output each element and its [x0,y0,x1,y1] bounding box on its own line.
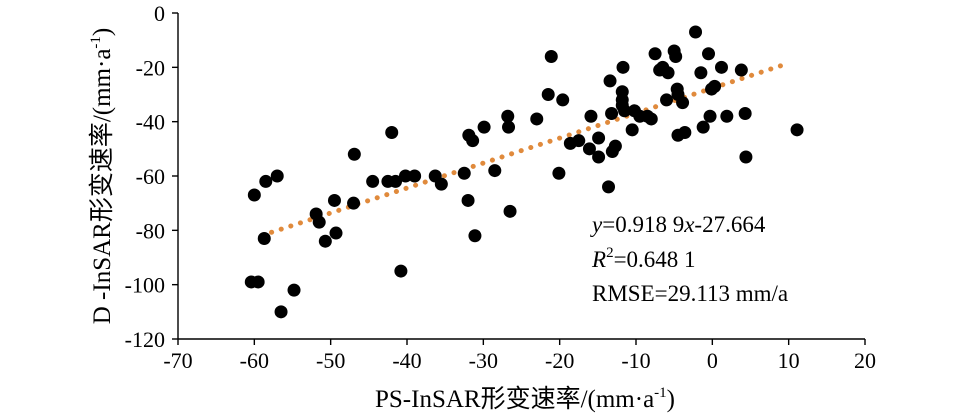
data-point [501,109,515,123]
rmse-label: RMSE=29.113 mm/a [592,281,788,306]
data-point [461,193,475,207]
data-point [608,139,622,153]
data-point [488,164,502,178]
data-points [244,25,804,319]
data-point [739,150,753,164]
data-point [660,93,674,107]
data-point [720,109,734,123]
data-point [592,150,606,164]
x-tick-label: -60 [240,348,269,373]
data-point [457,166,471,180]
data-point [477,120,491,134]
data-point [318,234,332,248]
data-point [678,126,692,140]
data-point [327,193,341,207]
data-point [790,123,804,137]
data-point [702,47,716,61]
x-tick-label: -10 [621,348,650,373]
data-point [398,169,412,183]
data-point [366,174,380,188]
regression-equation: y=0.918 9x-27.664 [590,212,766,237]
data-point [468,229,482,243]
data-point [605,107,619,121]
x-tick-label: -20 [545,348,574,373]
data-point [270,169,284,183]
data-point [556,93,570,107]
data-point [694,66,708,80]
data-point [714,60,728,74]
tick-labels: -70 -60 -50 -40 -30 -20 -10 0 10 200-20-40-60-80-… [125,1,876,373]
data-point [259,174,273,188]
y-tick-label: -20 [136,55,165,80]
data-point [347,147,361,161]
trendline [259,63,784,238]
data-point [274,305,288,319]
y-tick-label: -60 [136,164,165,189]
y-tick-label: -100 [125,273,165,298]
data-point [616,60,630,74]
data-point [434,177,448,191]
x-tick-label: -30 [469,348,498,373]
data-point [552,166,566,180]
x-tick-label: -70 [163,348,192,373]
data-point [602,180,616,194]
axes [172,12,866,345]
data-point [287,283,301,297]
data-point [541,88,555,101]
x-tick-label: -50 [316,348,345,373]
data-point [251,275,265,289]
x-tick-label: 0 [707,348,718,373]
data-point [257,231,271,245]
data-point [648,47,662,61]
data-point [703,109,717,123]
y-tick-label: -120 [125,327,165,352]
data-point [502,120,516,134]
data-point [738,107,752,121]
y-tick-label: -40 [136,110,165,135]
data-point [584,109,598,123]
data-point [625,123,639,137]
data-point [408,169,422,183]
data-point [329,226,343,240]
data-point [734,63,748,77]
data-point [661,66,675,80]
data-point [347,196,361,210]
data-point [389,174,403,188]
data-point [618,104,632,118]
data-point [394,264,408,278]
y-axis-title: D -InSAR形变速率/(mm·a-1) [88,28,116,325]
trendline-segment [259,63,784,238]
r-squared-label: R2=0.648 1 [591,245,696,272]
data-point [544,49,558,63]
data-point [676,96,690,110]
x-tick-label: 10 [778,348,800,373]
y-tick-label: 0 [154,1,165,26]
data-point [247,188,261,202]
x-axis-title: PS-InSAR形变速率/(mm·a-1) [375,385,675,413]
data-point [530,112,544,126]
data-point [503,204,517,218]
y-tick-label: -80 [136,218,165,243]
data-point [689,25,703,39]
data-point [572,134,586,148]
data-point [312,215,326,229]
data-point [669,49,683,63]
data-point [708,79,722,93]
data-point [696,120,710,134]
data-point [466,134,480,148]
data-point [644,112,658,126]
data-point [603,74,617,88]
data-point [385,126,399,140]
data-point [592,131,606,145]
x-tick-label: 20 [854,348,876,373]
x-tick-label: -40 [392,348,421,373]
data-point [582,142,596,156]
